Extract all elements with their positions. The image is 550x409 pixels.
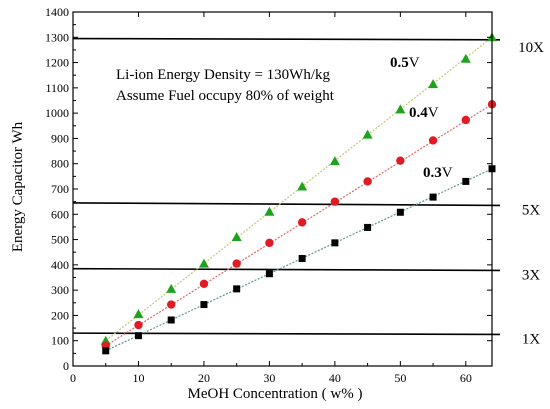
- series-label-0.4V: 0.4V: [409, 105, 439, 121]
- x-tick-label: 40: [329, 371, 341, 385]
- y-tick-label: 1000: [45, 106, 69, 120]
- data-point-square: [396, 208, 404, 216]
- data-point-triangle: [329, 156, 340, 166]
- data-point-triangle: [460, 53, 471, 63]
- data-point-circle: [363, 177, 372, 186]
- y-tick-label: 500: [51, 233, 69, 247]
- data-point-triangle: [264, 206, 275, 216]
- data-point-circle: [297, 218, 307, 227]
- data-point-triangle: [362, 129, 373, 139]
- y-tick-label: 1200: [45, 56, 69, 70]
- y-tick-label: 1400: [45, 5, 69, 19]
- data-point-circle: [199, 279, 209, 289]
- data-point-square: [298, 255, 306, 263]
- data-point-circle: [232, 259, 241, 268]
- reference-line-3X: [72, 267, 501, 272]
- y-tick-label: 400: [51, 258, 69, 272]
- data-point-square: [167, 316, 175, 324]
- data-point-square: [364, 223, 372, 231]
- annotation-energy-density: Li-ion Energy Density = 130Wh/kg: [116, 67, 330, 83]
- data-point-triangle: [198, 258, 209, 268]
- data-point-square: [429, 193, 437, 201]
- data-point-square: [462, 177, 470, 185]
- data-point-circle: [265, 238, 274, 248]
- data-point-triangle: [133, 309, 144, 319]
- data-point-circle: [134, 320, 143, 330]
- y-tick-label: 700: [51, 182, 69, 196]
- data-point-circle: [461, 115, 471, 125]
- annotation-fuel-weight: Assume Fuel occupy 80% of weight: [116, 88, 335, 104]
- reference-label-10X: 10X: [518, 40, 544, 56]
- data-point-square: [331, 239, 339, 247]
- data-point-square: [233, 285, 241, 293]
- tick-labels: 0 10 20 30 40 50 60010020030040050060070080090…: [45, 5, 472, 385]
- series-label-0.5V: 0.5V: [390, 55, 420, 71]
- x-tick-label: 60: [460, 371, 472, 385]
- data-point-square: [200, 301, 208, 309]
- x-tick-label: 10: [132, 371, 144, 385]
- y-tick-label: 900: [51, 131, 69, 145]
- reference-label-1X: 1X: [522, 331, 541, 347]
- plot-frame: [72, 11, 493, 367]
- y-tick-label: 300: [51, 283, 69, 297]
- y-tick-label: 0: [63, 359, 69, 373]
- x-tick-label: 50: [394, 371, 406, 385]
- x-tick-label: 30: [263, 371, 275, 385]
- data-point-circle: [167, 300, 176, 309]
- data-point-triangle: [428, 79, 439, 89]
- data-point-triangle: [395, 104, 406, 114]
- series-label-0.3V: 0.3V: [423, 165, 453, 181]
- y-tick-label: 100: [51, 334, 69, 348]
- data-point-square: [102, 347, 110, 355]
- data-point-triangle: [166, 283, 177, 293]
- y-tick-label: 600: [51, 207, 69, 221]
- x-tick-label: 0: [70, 371, 76, 385]
- y-tick-label: 800: [51, 157, 69, 171]
- data-point-circle: [396, 156, 405, 165]
- data-point-square: [265, 270, 273, 278]
- y-axis-label: Energy Capacitor Wh: [10, 121, 26, 252]
- reference-labels: 10X 5X 3X 1X: [518, 40, 544, 348]
- x-tick-label: 20: [198, 371, 210, 385]
- y-tick-label: 1300: [45, 30, 69, 44]
- data-point-triangle: [231, 232, 242, 242]
- data-point-square: [134, 332, 142, 340]
- axis-ticks: [72, 11, 492, 367]
- x-axis-label: MeOH Concentration ( w% ): [188, 386, 363, 402]
- data-point-triangle: [297, 181, 308, 191]
- y-tick-label: 200: [51, 308, 69, 322]
- series-labels: 0.5V 0.4V 0.3V: [390, 55, 453, 181]
- series-line-1: [105, 103, 493, 347]
- reference-line-10X: [72, 37, 501, 41]
- reference-line-5X: [72, 202, 501, 207]
- reference-label-3X: 3X: [522, 267, 541, 283]
- reference-label-5X: 5X: [522, 202, 541, 218]
- data-point-circle: [428, 136, 438, 145]
- y-tick-label: 1100: [45, 81, 69, 95]
- data-point-circle: [330, 197, 340, 206]
